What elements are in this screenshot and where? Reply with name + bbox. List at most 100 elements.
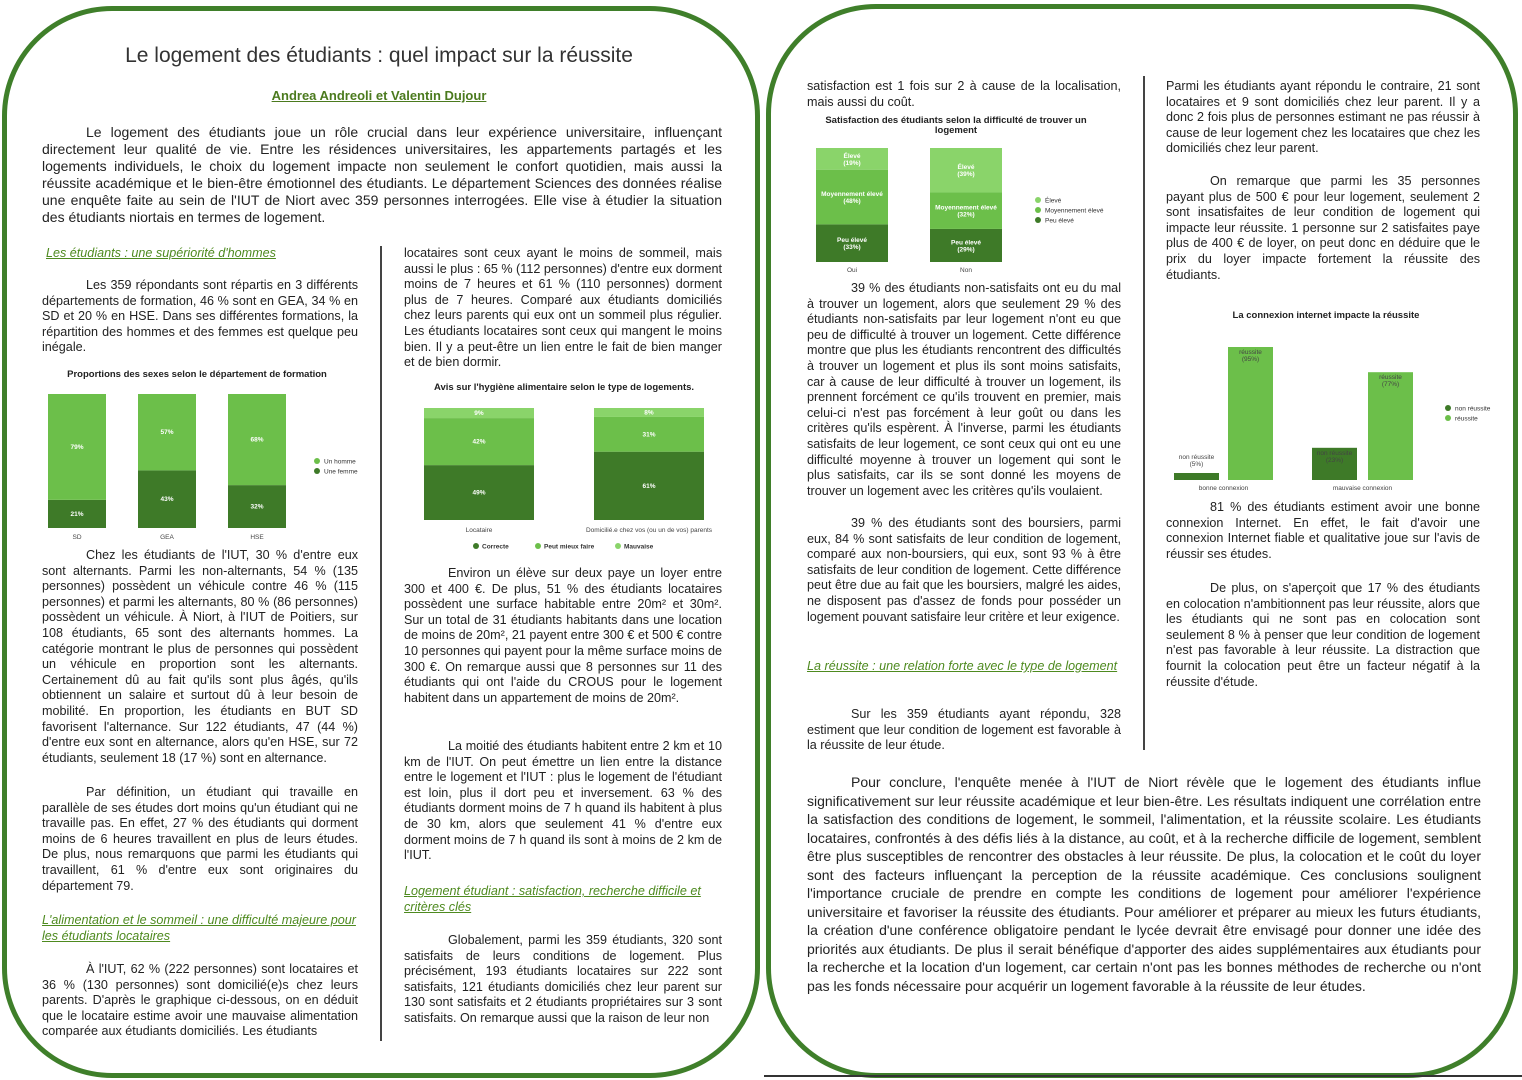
col2-text-3: La moitié des étudiants habitent entre 2… (404, 739, 722, 863)
bar (1368, 372, 1413, 480)
legend-marker (1035, 197, 1041, 203)
col1-text-1: Les 359 répondants sont répartis en 3 di… (42, 278, 358, 355)
col3-text-4: Sur les 359 étudiants ayant répondu, 328… (807, 707, 1121, 753)
bar-segment (816, 224, 888, 262)
chart-hygiene-svg: Avis sur l'hygiène alimentaire selon le … (424, 382, 713, 551)
col4-text-3: 81 % des étudiants estiment avoir une bo… (1166, 500, 1480, 561)
data-label: (29%) (957, 246, 974, 253)
data-label: 8% (644, 409, 654, 416)
data-label: Peu élevé (837, 237, 867, 244)
col3-paragraph-1: satisfaction est 1 fois sur 2 à cause de… (807, 79, 1121, 110)
col3-paragraph-3: 39 % des étudiants sont des boursiers, p… (807, 516, 1121, 625)
legend-label: Moyennement élevé (1045, 208, 1104, 215)
tick-label: HSE (250, 534, 264, 541)
data-label: (95%) (1242, 356, 1259, 363)
col2-text-4: Globalement, parmi les 359 étudiants, 32… (404, 933, 722, 1025)
chart-internet-svg: La connexion internet impacte la réussit… (1174, 310, 1491, 492)
section-heading-alimentation: L'alimentation et le sommeil : une diffi… (42, 913, 356, 943)
data-label: non réussite (1179, 454, 1215, 461)
conclusion-text: Pour conclure, l'enquête menée à l'IUT d… (807, 774, 1481, 994)
tick-label: mauvaise connexion (1333, 485, 1393, 492)
legend-marker (314, 468, 320, 474)
col4-paragraph-3: 81 % des étudiants estiment avoir une bo… (1166, 500, 1480, 562)
data-label: (48%) (843, 198, 860, 205)
col4-paragraph-4: De plus, on s'aperçoit que 17 % des étud… (1166, 581, 1480, 690)
col1-text-4: À l'IUT, 62 % (222 personnes) sont locat… (42, 962, 358, 1039)
col1-paragraph-2: Chez les étudiants de l'IUT, 30 % d'entr… (42, 548, 358, 766)
col2-paragraph-3: La moitié des étudiants habitent entre 2… (404, 739, 722, 864)
data-label: non réussite (1317, 450, 1353, 457)
chart-title: Proportions des sexes selon le départeme… (67, 369, 327, 380)
intro-paragraph: Le logement des étudiants joue un rôle c… (42, 124, 722, 226)
col1-paragraph-1: Les 359 répondants sont répartis en 3 di… (42, 278, 358, 356)
tick-label: Non (960, 267, 972, 274)
tick-label: Domicilié.e chez vos (ou un de vos) pare… (586, 527, 713, 534)
chart-title-line1: Satisfaction des étudiants selon la diff… (825, 115, 1086, 126)
legend-label: réussite (1455, 416, 1478, 423)
col3-text-1: satisfaction est 1 fois sur 2 à cause de… (807, 79, 1121, 109)
column-divider-left (380, 246, 382, 1041)
col3-text-3: 39 % des étudiants sont des boursiers, p… (807, 516, 1121, 624)
page-right (766, 4, 1518, 1078)
data-label: 68% (250, 437, 263, 444)
data-label: Élevé (958, 162, 975, 171)
col1-text-2: Chez les étudiants de l'IUT, 30 % d'entr… (42, 548, 358, 765)
legend-marker (314, 458, 320, 464)
bar-segment (816, 148, 888, 170)
bar-segment (930, 192, 1002, 229)
data-label: (5%) (1190, 461, 1204, 468)
bar-segment (138, 394, 196, 471)
bar-segment (594, 451, 704, 520)
bar-segment (48, 499, 106, 528)
data-label: 79% (70, 444, 83, 451)
data-label: 43% (160, 496, 173, 503)
col4-paragraph-1: Parmi les étudiants ayant répondu le con… (1166, 79, 1480, 157)
bar (1228, 347, 1273, 480)
data-label: (77%) (1382, 381, 1399, 388)
data-label: 32% (250, 504, 263, 511)
legend-label: non réussite (1455, 406, 1491, 413)
data-label: réussite (1239, 349, 1262, 356)
col2-paragraph-1: locataires sont ceux ayant le moins de s… (404, 246, 722, 371)
chart-satisfaction: Satisfaction des étudiants selon la diff… (806, 112, 1124, 280)
data-label: (39%) (957, 171, 974, 178)
col2-text-2: Environ un élève sur deux paye un loyer … (404, 566, 722, 705)
legend-marker (1035, 207, 1041, 213)
col4-text-2: On remarque que parmi les 35 personnes p… (1166, 174, 1480, 282)
data-label: (32%) (957, 212, 974, 219)
bar-segment (228, 485, 286, 528)
legend-label: Peut mieux faire (544, 544, 595, 551)
col4-text-1: Parmi les étudiants ayant répondu le con… (1166, 79, 1480, 156)
data-label: Peu élevé (951, 239, 981, 246)
conclusion-paragraph: Pour conclure, l'enquête menée à l'IUT d… (807, 773, 1481, 995)
tick-label: Oui (847, 267, 857, 274)
column-divider-right (1143, 76, 1145, 750)
data-label: Moyennement élevé (821, 191, 883, 198)
data-label: 57% (160, 429, 173, 436)
col2-paragraph-2: Environ un élève sur deux paye un loyer … (404, 566, 722, 706)
col3-text-2: 39 % des étudiants non-satisfaits ont eu… (807, 281, 1121, 498)
legend-label: Un homme (324, 459, 356, 466)
data-label: 49% (472, 490, 485, 497)
section-heading-reussite: La réussite : une relation forte avec le… (807, 659, 1118, 673)
bar-segment (594, 408, 704, 417)
tick-label: GEA (160, 534, 174, 541)
col1-paragraph-3: Par définition, un étudiant qui travaill… (42, 785, 358, 894)
tick-label: bonne connexion (1199, 485, 1249, 492)
bar (1312, 447, 1357, 480)
col1-paragraph-4: À l'IUT, 62 % (222 personnes) sont locat… (42, 962, 358, 1040)
bar-segment (930, 228, 1002, 262)
col2-paragraph-4: Globalement, parmi les 359 étudiants, 32… (404, 933, 722, 1027)
bar-segment (138, 470, 196, 528)
chart-satisfaction-svg: Satisfaction des étudiants selon la diff… (816, 115, 1104, 274)
bar-segment (228, 394, 286, 486)
chart-title: Avis sur l'hygiène alimentaire selon le … (434, 382, 694, 393)
chart-title: La connexion internet impacte la réussit… (1233, 310, 1420, 321)
bar-segment (816, 169, 888, 225)
legend-marker (535, 543, 541, 549)
chart-sexes: Proportions des sexes selon le départeme… (40, 366, 370, 546)
legend-marker (1445, 405, 1451, 411)
legend-label: Peu élevé (1045, 218, 1074, 225)
section-heading-satisfaction: Logement étudiant : satisfaction, recher… (404, 884, 701, 914)
data-label: (33%) (843, 244, 860, 251)
